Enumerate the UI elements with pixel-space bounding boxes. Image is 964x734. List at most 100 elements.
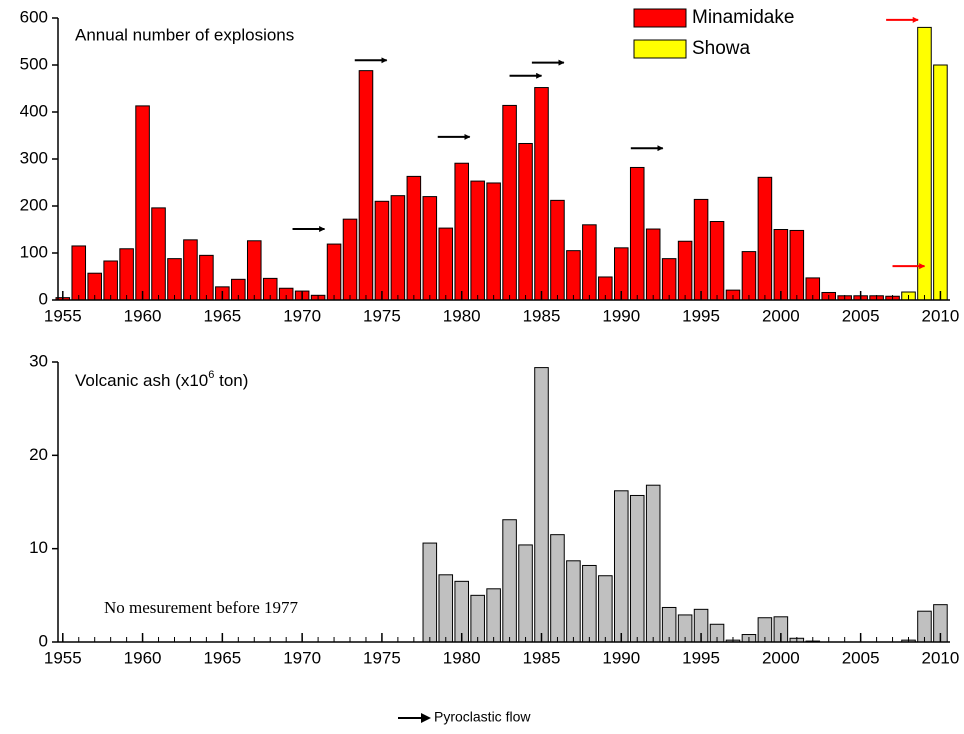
footnote: Pyroclastic flow	[434, 709, 531, 725]
bar	[550, 199, 565, 301]
bar	[661, 606, 677, 643]
x-tick-label: 1975	[363, 648, 401, 667]
bar	[518, 142, 533, 301]
y-tick-label: 400	[20, 101, 48, 120]
y-tick-label: 500	[20, 54, 48, 73]
bar	[534, 367, 549, 643]
bar	[422, 542, 438, 643]
bar	[199, 254, 214, 301]
bar	[629, 166, 645, 301]
bar	[741, 251, 757, 301]
title-part: ton)	[214, 371, 248, 390]
x-tick-label: 1985	[523, 648, 561, 667]
x-tick-label: 1970	[283, 306, 321, 325]
x-tick-label: 1970	[283, 648, 321, 667]
note: No mesurement before 1977	[104, 598, 299, 617]
x-tick-label: 1965	[203, 648, 241, 667]
bar	[645, 484, 661, 643]
bar	[71, 245, 87, 301]
bar	[486, 182, 501, 301]
x-tick-label: 1985	[523, 306, 561, 325]
bar	[454, 580, 469, 643]
bar	[757, 176, 773, 301]
bar	[645, 228, 661, 301]
x-tick-label: 1980	[443, 306, 481, 325]
panel-title: Annual number of explosions	[75, 25, 294, 44]
bar	[119, 248, 134, 301]
bar	[502, 519, 517, 643]
x-tick-label: 1995	[682, 306, 720, 325]
bar	[135, 105, 150, 301]
bar	[629, 494, 645, 643]
x-tick-label: 1990	[602, 648, 640, 667]
panel-title: Volcanic ash (x106 ton)	[75, 369, 248, 391]
bar	[917, 26, 932, 301]
bar	[566, 250, 581, 301]
bar	[518, 544, 533, 643]
bar	[438, 227, 454, 301]
y-tick-label: 20	[29, 445, 48, 464]
x-tick-label: 1995	[682, 648, 720, 667]
bar	[502, 104, 517, 301]
bar	[486, 588, 501, 643]
x-tick-label: 2000	[762, 648, 800, 667]
x-tick-label: 1960	[124, 648, 162, 667]
bar	[550, 534, 565, 643]
x-tick-label: 1980	[443, 648, 481, 667]
bar	[438, 574, 454, 643]
bar	[661, 258, 677, 301]
legend-label: Showa	[692, 38, 751, 59]
x-tick-label: 1955	[44, 648, 82, 667]
bar	[677, 240, 693, 301]
bar	[933, 64, 948, 301]
bar	[183, 239, 198, 301]
bar	[582, 224, 597, 301]
bar	[167, 258, 182, 301]
y-tick-label: 100	[20, 242, 48, 261]
bar	[693, 198, 709, 301]
x-tick-label: 2000	[762, 306, 800, 325]
legend-swatch	[633, 8, 687, 28]
x-tick-label: 2010	[922, 306, 960, 325]
x-tick-label: 1960	[124, 306, 162, 325]
bar	[709, 221, 725, 301]
bar	[374, 200, 390, 301]
bar	[326, 243, 342, 301]
bar	[566, 560, 581, 643]
x-tick-label: 2010	[922, 648, 960, 667]
y-tick-label: 0	[39, 631, 48, 650]
y-tick-label: 600	[20, 7, 48, 26]
x-tick-label: 1965	[203, 306, 241, 325]
bar	[151, 207, 166, 301]
bar	[789, 229, 805, 301]
bar	[454, 162, 469, 301]
title-part: 6	[208, 369, 214, 381]
x-tick-label: 1975	[363, 306, 401, 325]
bar	[534, 87, 549, 301]
bar	[342, 218, 358, 301]
bar	[614, 490, 629, 643]
x-tick-label: 1990	[602, 306, 640, 325]
bar	[582, 564, 597, 643]
bar	[470, 180, 485, 301]
legend-label: Minamidake	[692, 7, 794, 28]
y-tick-label: 0	[39, 289, 48, 308]
bar	[358, 70, 374, 301]
bar	[246, 240, 262, 301]
legend-swatch	[633, 39, 687, 59]
x-tick-label: 2005	[842, 306, 880, 325]
legend-arrow-head	[421, 713, 431, 723]
x-tick-label: 2005	[842, 648, 880, 667]
bar	[422, 196, 438, 301]
title-part: Volcanic ash (x10	[75, 371, 208, 390]
bar	[598, 575, 613, 643]
bar	[406, 175, 422, 301]
y-tick-label: 10	[29, 538, 48, 557]
y-tick-label: 30	[29, 351, 48, 370]
bar	[470, 594, 485, 643]
y-tick-label: 200	[20, 195, 48, 214]
bar	[390, 195, 406, 301]
bar	[773, 229, 789, 301]
x-tick-label: 1955	[44, 306, 82, 325]
